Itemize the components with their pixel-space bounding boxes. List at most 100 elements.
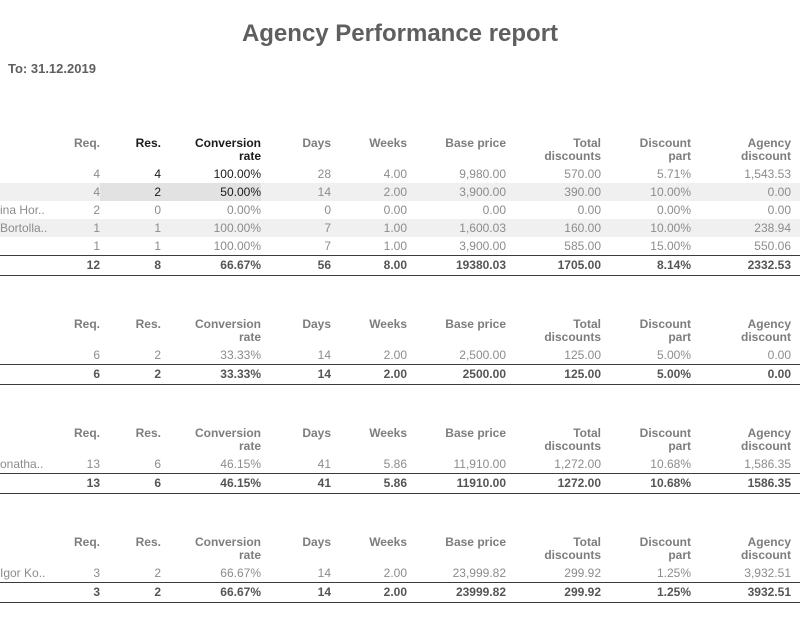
- cell-conversion: 46.15%: [220, 457, 261, 471]
- cell-res: 2: [154, 348, 161, 362]
- cell-weeks: 4.00: [383, 167, 407, 181]
- cell-req: 6: [93, 348, 100, 362]
- cell-req: 3: [93, 566, 100, 580]
- total-cell-weeks: 8.00: [331, 255, 407, 276]
- cell-total_discounts: 299.92: [564, 566, 601, 580]
- total-cell-conversion: 66.67%: [161, 255, 261, 276]
- total-cell-conversion: 66.67%: [161, 582, 261, 603]
- column-header-name: [0, 536, 60, 564]
- total-cell-base_price: 23999.82: [407, 582, 506, 603]
- total-cell-weeks: 2.00: [331, 364, 407, 385]
- column-header-label: part: [668, 439, 691, 453]
- column-header-name: [0, 427, 60, 455]
- column-header-label: discount: [741, 439, 791, 453]
- table-row: 1 1 100.00% 7 1.00 3,900.00 585.00 15.00% 550.06: [0, 237, 800, 256]
- section-total-row: 12 8 66.67% 56 8.00 19380.03 1705.00 8.14% 2332.…: [0, 255, 800, 276]
- cell-name: [0, 237, 60, 256]
- total-cell-res: 2: [100, 364, 161, 385]
- column-header-label: rate: [238, 439, 261, 453]
- report-section-table: Req. Res. Conversion rate Days Weeks Base pric…: [0, 427, 800, 494]
- cell-req: 1: [93, 221, 100, 235]
- column-header-label: Weeks: [369, 317, 407, 331]
- column-header-label: Discount: [639, 535, 691, 549]
- total-cell-res: 8: [100, 255, 161, 276]
- total-cell-agency_discount: 0.00: [691, 364, 800, 385]
- table-row: Bortolla.. 1 1 100.00% 7 1.00 1,600.03 160.00 10…: [0, 219, 800, 237]
- total-cell-discount_part: 5.00%: [601, 364, 691, 385]
- total-cell-agency_discount: 3932.51: [691, 582, 800, 603]
- column-header-agency_discount: Agency discount: [691, 536, 800, 564]
- total-cell-days: 41: [261, 473, 331, 494]
- cell-agency_discount: 0.00: [767, 203, 791, 217]
- cell-base_price: 11,910.00: [453, 457, 507, 471]
- column-header-req: Req.: [60, 427, 100, 455]
- column-header-label: Conversion: [194, 535, 261, 549]
- column-header-label: discounts: [544, 149, 601, 163]
- column-header-label: Total: [573, 136, 601, 150]
- cell-total_discounts: 390.00: [564, 185, 601, 199]
- column-header-days: Days: [261, 536, 331, 564]
- column-header-label: Req.: [73, 535, 100, 549]
- cell-base_price: 23,999.82: [452, 566, 506, 580]
- total-cell-req: 6: [60, 364, 100, 385]
- report-page: Agency Performance report To: 31.12.2019…: [0, 20, 800, 603]
- column-header-label: Days: [302, 535, 331, 549]
- header-row: Req. Res. Conversion rate Days Weeks Base pric…: [0, 427, 800, 455]
- column-header-label: Agency: [747, 317, 791, 331]
- cell-days: 14: [317, 566, 331, 580]
- total-cell-req: 13: [60, 473, 100, 494]
- column-header-label: Base price: [445, 317, 506, 331]
- column-header-label: discount: [741, 330, 791, 344]
- column-header-agency_discount: Agency discount: [691, 427, 800, 455]
- column-header-label: Req.: [73, 317, 100, 331]
- cell-name: ina Hor..: [0, 203, 45, 217]
- cell-conversion: 50.00%: [161, 183, 261, 201]
- cell-weeks: 2.00: [383, 185, 407, 199]
- cell-res: 1: [154, 239, 161, 253]
- column-header-total_discounts: Total discounts: [506, 536, 601, 564]
- column-header-req: Req.: [60, 536, 100, 564]
- total-cell-total_discounts: 1705.00: [506, 255, 601, 276]
- cell-total_discounts: 585.00: [564, 239, 601, 253]
- cell-days: 28: [317, 167, 331, 181]
- cell-res: 0: [154, 203, 161, 217]
- column-header-label: Days: [302, 317, 331, 331]
- cell-base_price: 1,600.03: [459, 221, 506, 235]
- table-row: 6 2 33.33% 14 2.00 2,500.00 125.00 5.00% 0.00: [0, 346, 800, 365]
- column-header-days: Days: [261, 137, 331, 165]
- total-cell-total_discounts: 1272.00: [506, 473, 601, 494]
- column-header-label: discount: [741, 548, 791, 562]
- total-cell-discount_part: 10.68%: [601, 473, 691, 494]
- cell-req: 4: [93, 185, 100, 199]
- total-cell-name: [0, 364, 60, 385]
- cell-discount_part: 10.00%: [650, 221, 691, 235]
- column-header-conversion: Conversion rate: [161, 427, 261, 455]
- cell-days: 14: [317, 185, 331, 199]
- cell-req: 2: [93, 203, 100, 217]
- cell-days: 0: [324, 203, 331, 217]
- cell-agency_discount: 3,932.51: [744, 566, 791, 580]
- cell-weeks: 1.00: [383, 221, 407, 235]
- column-header-label: Req.: [73, 136, 100, 150]
- cell-agency_discount: 0.00: [767, 185, 791, 199]
- total-cell-weeks: 2.00: [331, 582, 407, 603]
- section-total-row: 6 2 33.33% 14 2.00 2500.00 125.00 5.00% 0.00: [0, 364, 800, 385]
- total-cell-total_discounts: 125.00: [506, 364, 601, 385]
- cell-agency_discount: 1,586.35: [744, 457, 791, 471]
- column-header-label: part: [668, 548, 691, 562]
- column-header-label: Total: [573, 426, 601, 440]
- column-header-label: Res.: [135, 317, 161, 331]
- column-header-discount_part: Discount part: [601, 536, 691, 564]
- column-header-total_discounts: Total discounts: [506, 427, 601, 455]
- total-cell-weeks: 5.86: [331, 473, 407, 494]
- cell-agency_discount: 1,543.53: [744, 167, 791, 181]
- total-cell-agency_discount: 2332.53: [691, 255, 800, 276]
- cell-discount_part: 15.00%: [650, 239, 691, 253]
- total-cell-name: [0, 473, 60, 494]
- cell-discount_part: 1.25%: [656, 566, 691, 580]
- column-header-label: discounts: [544, 439, 601, 453]
- report-date-range: To: 31.12.2019: [8, 61, 96, 76]
- cell-name: onatha..: [0, 457, 44, 471]
- cell-conversion: 66.67%: [220, 566, 261, 580]
- column-header-name: [0, 137, 60, 165]
